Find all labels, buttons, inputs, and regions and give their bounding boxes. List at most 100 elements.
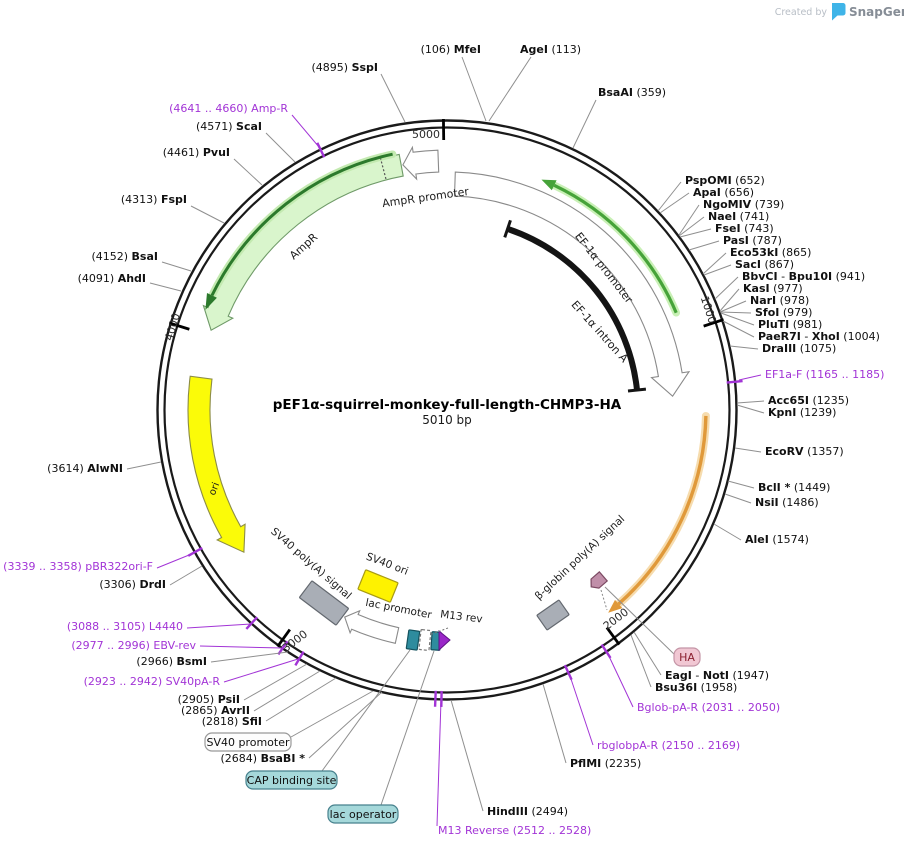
enzyme-label[interactable]: KasI (977): [743, 282, 803, 295]
enzyme-label[interactable]: AgeI (113): [520, 43, 581, 56]
feature-label[interactable]: M13 rev: [440, 608, 484, 625]
primer-label[interactable]: (3088 .. 3105) L4440: [67, 620, 183, 633]
enzyme-label[interactable]: (4313) FspI: [121, 193, 187, 206]
enzyme-label[interactable]: ApaI (656): [693, 186, 754, 199]
enzyme-label[interactable]: Eco53kI (865): [730, 246, 811, 259]
sv40-ori-box[interactable]: [357, 569, 399, 603]
enzyme-label[interactable]: (4152) BsaI: [91, 250, 158, 263]
enzyme-label[interactable]: (3614) AlwNI: [47, 462, 123, 475]
enzyme-label[interactable]: EagI - NotI (1947): [665, 669, 769, 682]
enzyme-label[interactable]: (2818) SfiI: [202, 715, 262, 728]
enzyme-label[interactable]: DraIII (1075): [762, 342, 836, 355]
ampr-promoter-arrow[interactable]: [402, 145, 440, 181]
m13-rev-primer-arrow[interactable]: [438, 629, 451, 652]
lac-operator-span-box[interactable]: [418, 629, 432, 651]
sv40-polya-box[interactable]: [299, 580, 349, 626]
callout-line: [308, 691, 383, 759]
boxed-feature-label[interactable]: SV40 promoter: [206, 736, 290, 749]
chmp3-ha-cds-arrow-head: [608, 599, 623, 613]
label-text-part: (1449): [790, 481, 830, 494]
enzyme-label[interactable]: SacI (867): [735, 258, 794, 271]
feature-label[interactable]: AmpR: [287, 230, 320, 262]
label-text-part: (1357): [804, 445, 844, 458]
feature-label[interactable]: ori: [207, 481, 222, 497]
ef1a-promoter-direction-arrow[interactable]: [553, 183, 678, 314]
primer-label[interactable]: (4641 .. 4660) Amp-R: [169, 102, 288, 115]
primer-label[interactable]: (2977 .. 2996) EBV-rev: [71, 639, 196, 652]
enzyme-label[interactable]: BbvCI - Bpu10I (941): [742, 270, 865, 283]
enzyme-label[interactable]: Acc65I (1235): [768, 394, 849, 407]
label-text-part: (652): [732, 174, 765, 187]
enzyme-label[interactable]: (2865) AvrII: [181, 704, 250, 717]
callout-line: [186, 623, 252, 629]
primer-label[interactable]: EF1a-F (1165 .. 1185): [765, 368, 884, 381]
enzyme-label[interactable]: NgoMIV (739): [703, 198, 784, 211]
feature-label[interactable]: lac promoter: [364, 597, 433, 622]
enzyme-label[interactable]: NaeI (741): [708, 210, 769, 223]
enzyme-label[interactable]: PluTI (981): [758, 318, 822, 331]
enzyme-label[interactable]: (2684) BsaBI *: [221, 752, 306, 765]
enzyme-label[interactable]: (2966) BsmI: [136, 655, 207, 668]
boxed-feature-label-box[interactable]: [245, 770, 338, 790]
enzyme-label[interactable]: NarI (978): [750, 294, 809, 307]
enzyme-label[interactable]: PasI (787): [723, 234, 782, 247]
primer-label[interactable]: (3339 .. 3358) pBR322ori-F: [3, 560, 153, 573]
callout-line: [568, 672, 594, 746]
enzyme-label[interactable]: (2905) PsiI: [178, 693, 240, 706]
ef1a-promoter-arrow[interactable]: [453, 171, 691, 398]
boxed-feature-label-box[interactable]: [204, 732, 292, 752]
enzyme-label[interactable]: NsiI (1486): [755, 496, 819, 509]
ampr-direction-arrow[interactable]: [210, 152, 393, 297]
primer-label[interactable]: (2923 .. 2942) SV40pA-R: [84, 675, 221, 688]
cap-binding-site-box[interactable]: [405, 629, 421, 651]
label-text-part: MfeI: [454, 43, 481, 56]
lac-promoter-arrow[interactable]: [344, 609, 400, 644]
enzyme-label[interactable]: AleI (1574): [745, 533, 809, 546]
enzyme-label[interactable]: (106) MfeI: [421, 43, 481, 56]
enzyme-label[interactable]: PspOMI (652): [685, 174, 765, 187]
label-text-part: Bsu36I: [655, 681, 697, 694]
enzyme-label[interactable]: EcoRV (1357): [765, 445, 844, 458]
enzyme-label[interactable]: FseI (743): [715, 222, 774, 235]
boxed-feature-label[interactable]: lac operator: [330, 808, 397, 821]
enzyme-label[interactable]: SfoI (979): [755, 306, 812, 319]
ha-tag-arrow[interactable]: [587, 571, 609, 592]
primer-label[interactable]: Bglob-pA-R (2031 .. 2050): [637, 701, 780, 714]
label-text-part: (1486): [779, 496, 819, 509]
ef1a-intron-a-line[interactable]: [506, 226, 640, 391]
enzyme-label[interactable]: (4461) PvuI: [163, 146, 230, 159]
boxed-feature-label-box[interactable]: [673, 647, 701, 667]
chmp3-ha-cds-arrow[interactable]: [617, 415, 708, 606]
enzyme-label[interactable]: KpnI (1239): [768, 406, 836, 419]
enzyme-label[interactable]: BsaAI (359): [598, 86, 666, 99]
primer-label[interactable]: rbglobpA-R (2150 .. 2169): [597, 739, 740, 752]
label-text-part: (787): [749, 234, 782, 247]
enzyme-label[interactable]: Bsu36I (1958): [655, 681, 737, 694]
label-text-part: BbvCI: [742, 270, 778, 283]
callout-line: [724, 493, 752, 504]
primer-label[interactable]: M13 Reverse (2512 .. 2528): [438, 824, 591, 837]
enzyme-label[interactable]: PaeR7I - XhoI (1004): [758, 330, 880, 343]
enzyme-label[interactable]: (3306) DrdI: [99, 578, 166, 591]
callout-line: [604, 586, 677, 657]
label-text-part: (4461): [163, 146, 203, 159]
callout-line: [542, 683, 567, 764]
callout-line: [678, 216, 705, 237]
enzyme-label[interactable]: (4091) AhdI: [78, 272, 146, 285]
enzyme-label[interactable]: BclI * (1449): [758, 481, 830, 494]
enzyme-label[interactable]: PflMI (2235): [570, 757, 641, 770]
feature-label[interactable]: AmpR promoter: [381, 185, 470, 210]
label-text-part: SacI: [735, 258, 761, 271]
boxed-feature-label-box[interactable]: [327, 804, 399, 824]
ori-arrow[interactable]: [187, 375, 246, 554]
label-text-part: (113): [548, 43, 581, 56]
label-text-part: PaeR7I: [758, 330, 801, 343]
bp-tick-mark: [276, 628, 291, 648]
boxed-feature-label[interactable]: HA: [679, 651, 695, 664]
feature-label[interactable]: β-globin poly(A) signal: [533, 513, 628, 602]
bglobin-polya-box[interactable]: [536, 599, 570, 631]
boxed-feature-label[interactable]: CAP binding site: [247, 774, 337, 787]
enzyme-label[interactable]: (4895) SspI: [311, 61, 378, 74]
enzyme-label[interactable]: HindIII (2494): [487, 805, 568, 818]
enzyme-label[interactable]: (4571) ScaI: [196, 120, 262, 133]
